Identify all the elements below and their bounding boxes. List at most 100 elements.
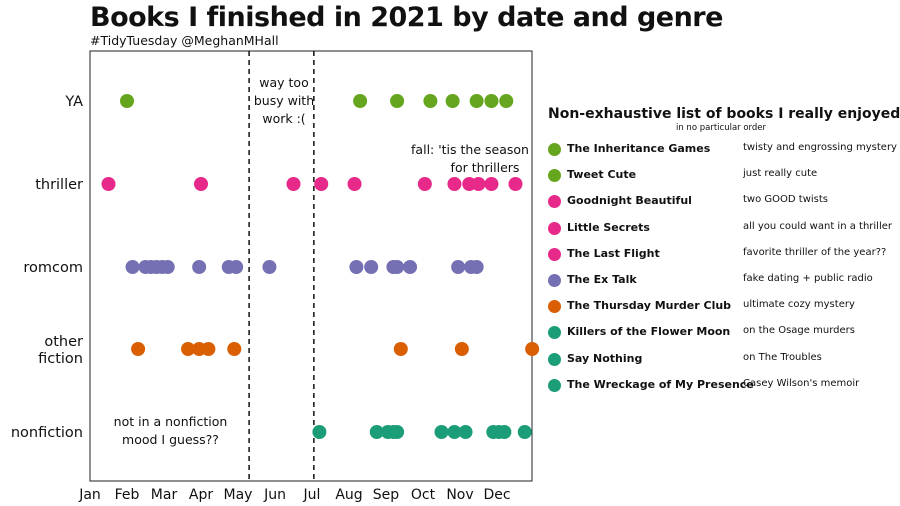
legend-book-title: The Ex Talk <box>567 272 637 286</box>
legend-book-note: favorite thriller of the year?? <box>743 246 887 258</box>
point-other-fiction <box>131 342 146 356</box>
x-tick-label: Apr <box>189 487 213 503</box>
x-tick-label: Jun <box>263 487 286 503</box>
x-tick-label: Feb <box>115 487 140 503</box>
annotation-nonfiction-line-2: mood I guess?? <box>122 432 219 448</box>
legend-marker <box>548 378 561 392</box>
point-romcom <box>160 260 175 274</box>
point-nonfiction <box>517 425 532 439</box>
point-other-fiction <box>393 342 408 356</box>
legend-book-note: on the Osage murders <box>743 325 855 337</box>
point-romcom <box>262 260 277 274</box>
x-tick-label: Oct <box>411 487 436 503</box>
point-nonfiction <box>458 425 473 439</box>
point-romcom <box>364 260 379 274</box>
annotation-thrillers-line-2: for thrillers <box>450 160 520 176</box>
point-nonfiction <box>434 425 449 439</box>
point-thriller <box>101 177 116 191</box>
point-thriller <box>447 177 462 191</box>
legend-item: The Last Flight favorite thriller of the … <box>548 243 898 269</box>
point-romcom <box>349 260 364 274</box>
point-YA <box>423 94 438 108</box>
y-tick-label: thriller <box>35 177 83 193</box>
legend-book-note: Casey Wilson's memoir <box>743 377 860 389</box>
legend-book-title: Say Nothing <box>567 351 643 365</box>
legend-item: Goodnight Beautiful two GOOD twists <box>548 190 898 216</box>
x-tick-label: Jul <box>303 487 321 503</box>
point-other-fiction <box>227 342 242 356</box>
point-romcom <box>451 260 466 274</box>
point-YA <box>499 94 514 108</box>
legend: Non-exhaustive list of books I really en… <box>548 106 900 400</box>
plot-frame <box>89 50 533 482</box>
legend-book-note: on The Troubles <box>743 351 822 363</box>
legend-book-title: Little Secrets <box>567 220 650 234</box>
point-YA <box>120 94 134 108</box>
legend-item: The Wreckage of My Presence Casey Wilson'… <box>548 374 898 400</box>
y-tick-label: YA <box>64 94 83 110</box>
legend-book-note: twisty and engrossing mystery <box>743 142 897 153</box>
point-YA <box>353 94 368 108</box>
point-thriller <box>314 177 329 191</box>
point-other-fiction <box>454 342 469 356</box>
annotation-busy-line-1: way too <box>259 75 309 90</box>
x-tick-label: Dec <box>483 487 510 503</box>
legend-item: The Inheritance Games twisty and engrossi… <box>548 138 898 164</box>
point-romcom <box>125 260 140 274</box>
point-thriller <box>417 177 432 191</box>
point-YA <box>484 94 499 108</box>
legend-book-title: The Wreckage of My Presence <box>567 377 754 391</box>
point-nonfiction <box>497 425 512 439</box>
point-YA <box>445 94 460 108</box>
legend-item: Say Nothing on The Troubles <box>548 348 898 374</box>
legend-marker <box>548 273 561 287</box>
chart-subtitle: #TidyTuesday @MeghanMHall <box>90 33 279 48</box>
annotation-nonfiction: not in a nonfiction mood I guess?? <box>108 413 233 449</box>
legend-book-note: just really cute <box>743 168 818 180</box>
legend-book-title: The Thursday Murder Club <box>567 299 732 313</box>
legend-item: Little Secrets all you could want in a th… <box>548 217 898 243</box>
point-nonfiction <box>369 425 384 439</box>
legend-book-note: ultimate cozy mystery <box>743 299 855 311</box>
point-nonfiction <box>390 425 405 439</box>
x-tick-label: Nov <box>446 487 473 503</box>
legend-item: The Thursday Murder Club ultimate cozy my… <box>548 295 898 321</box>
legend-marker <box>548 300 561 314</box>
point-thriller <box>347 177 362 191</box>
point-thriller <box>471 177 486 191</box>
y-tick-label: romcom <box>23 260 83 276</box>
legend-item: Tweet Cute just really cute <box>548 164 898 190</box>
legend-marker <box>548 326 561 340</box>
legend-book-title: Goodnight Beautiful <box>567 194 692 208</box>
point-other-fiction <box>201 342 216 356</box>
legend-marker <box>548 195 561 209</box>
x-tick-label: Jan <box>78 487 101 503</box>
annotation-thrillers: fall: 'tis the season for thrillers <box>410 141 530 177</box>
legend-title: Non-exhaustive list of books I really en… <box>548 106 900 122</box>
legend-subtitle: in no particular order <box>675 123 767 133</box>
annotation-busy-line-2: busy with <box>253 93 315 109</box>
point-other-fiction <box>525 342 540 356</box>
annotation-thrillers-line-1: fall: 'tis the season <box>411 142 529 157</box>
point-other-fiction <box>181 342 196 356</box>
point-YA <box>469 94 484 108</box>
legend-book-title: Killers of the Flower Moon <box>567 325 731 339</box>
legend-item: The Ex Talk fake dating + public radio <box>548 269 898 295</box>
annotation-nonfiction-line-1: not in a nonfiction <box>113 414 228 429</box>
point-thriller <box>194 177 208 191</box>
point-romcom <box>403 260 418 274</box>
x-tick-label: Sep <box>373 487 400 503</box>
chart-title: Books I finished in 2021 by date and gen… <box>90 2 723 33</box>
legend-marker <box>548 169 561 183</box>
point-romcom <box>229 260 244 274</box>
x-tick-label: May <box>224 487 253 503</box>
point-thriller <box>286 177 301 191</box>
legend-marker <box>548 143 561 156</box>
point-thriller <box>484 177 499 191</box>
annotation-busy: way too busy with work :( <box>249 74 319 128</box>
legend-book-title: The Last Flight <box>567 246 660 260</box>
legend-item: Killers of the Flower Moon on the Osage m… <box>548 321 898 347</box>
y-tick-label: nonfiction <box>11 425 83 441</box>
y-tick-label: other fiction <box>38 334 83 367</box>
